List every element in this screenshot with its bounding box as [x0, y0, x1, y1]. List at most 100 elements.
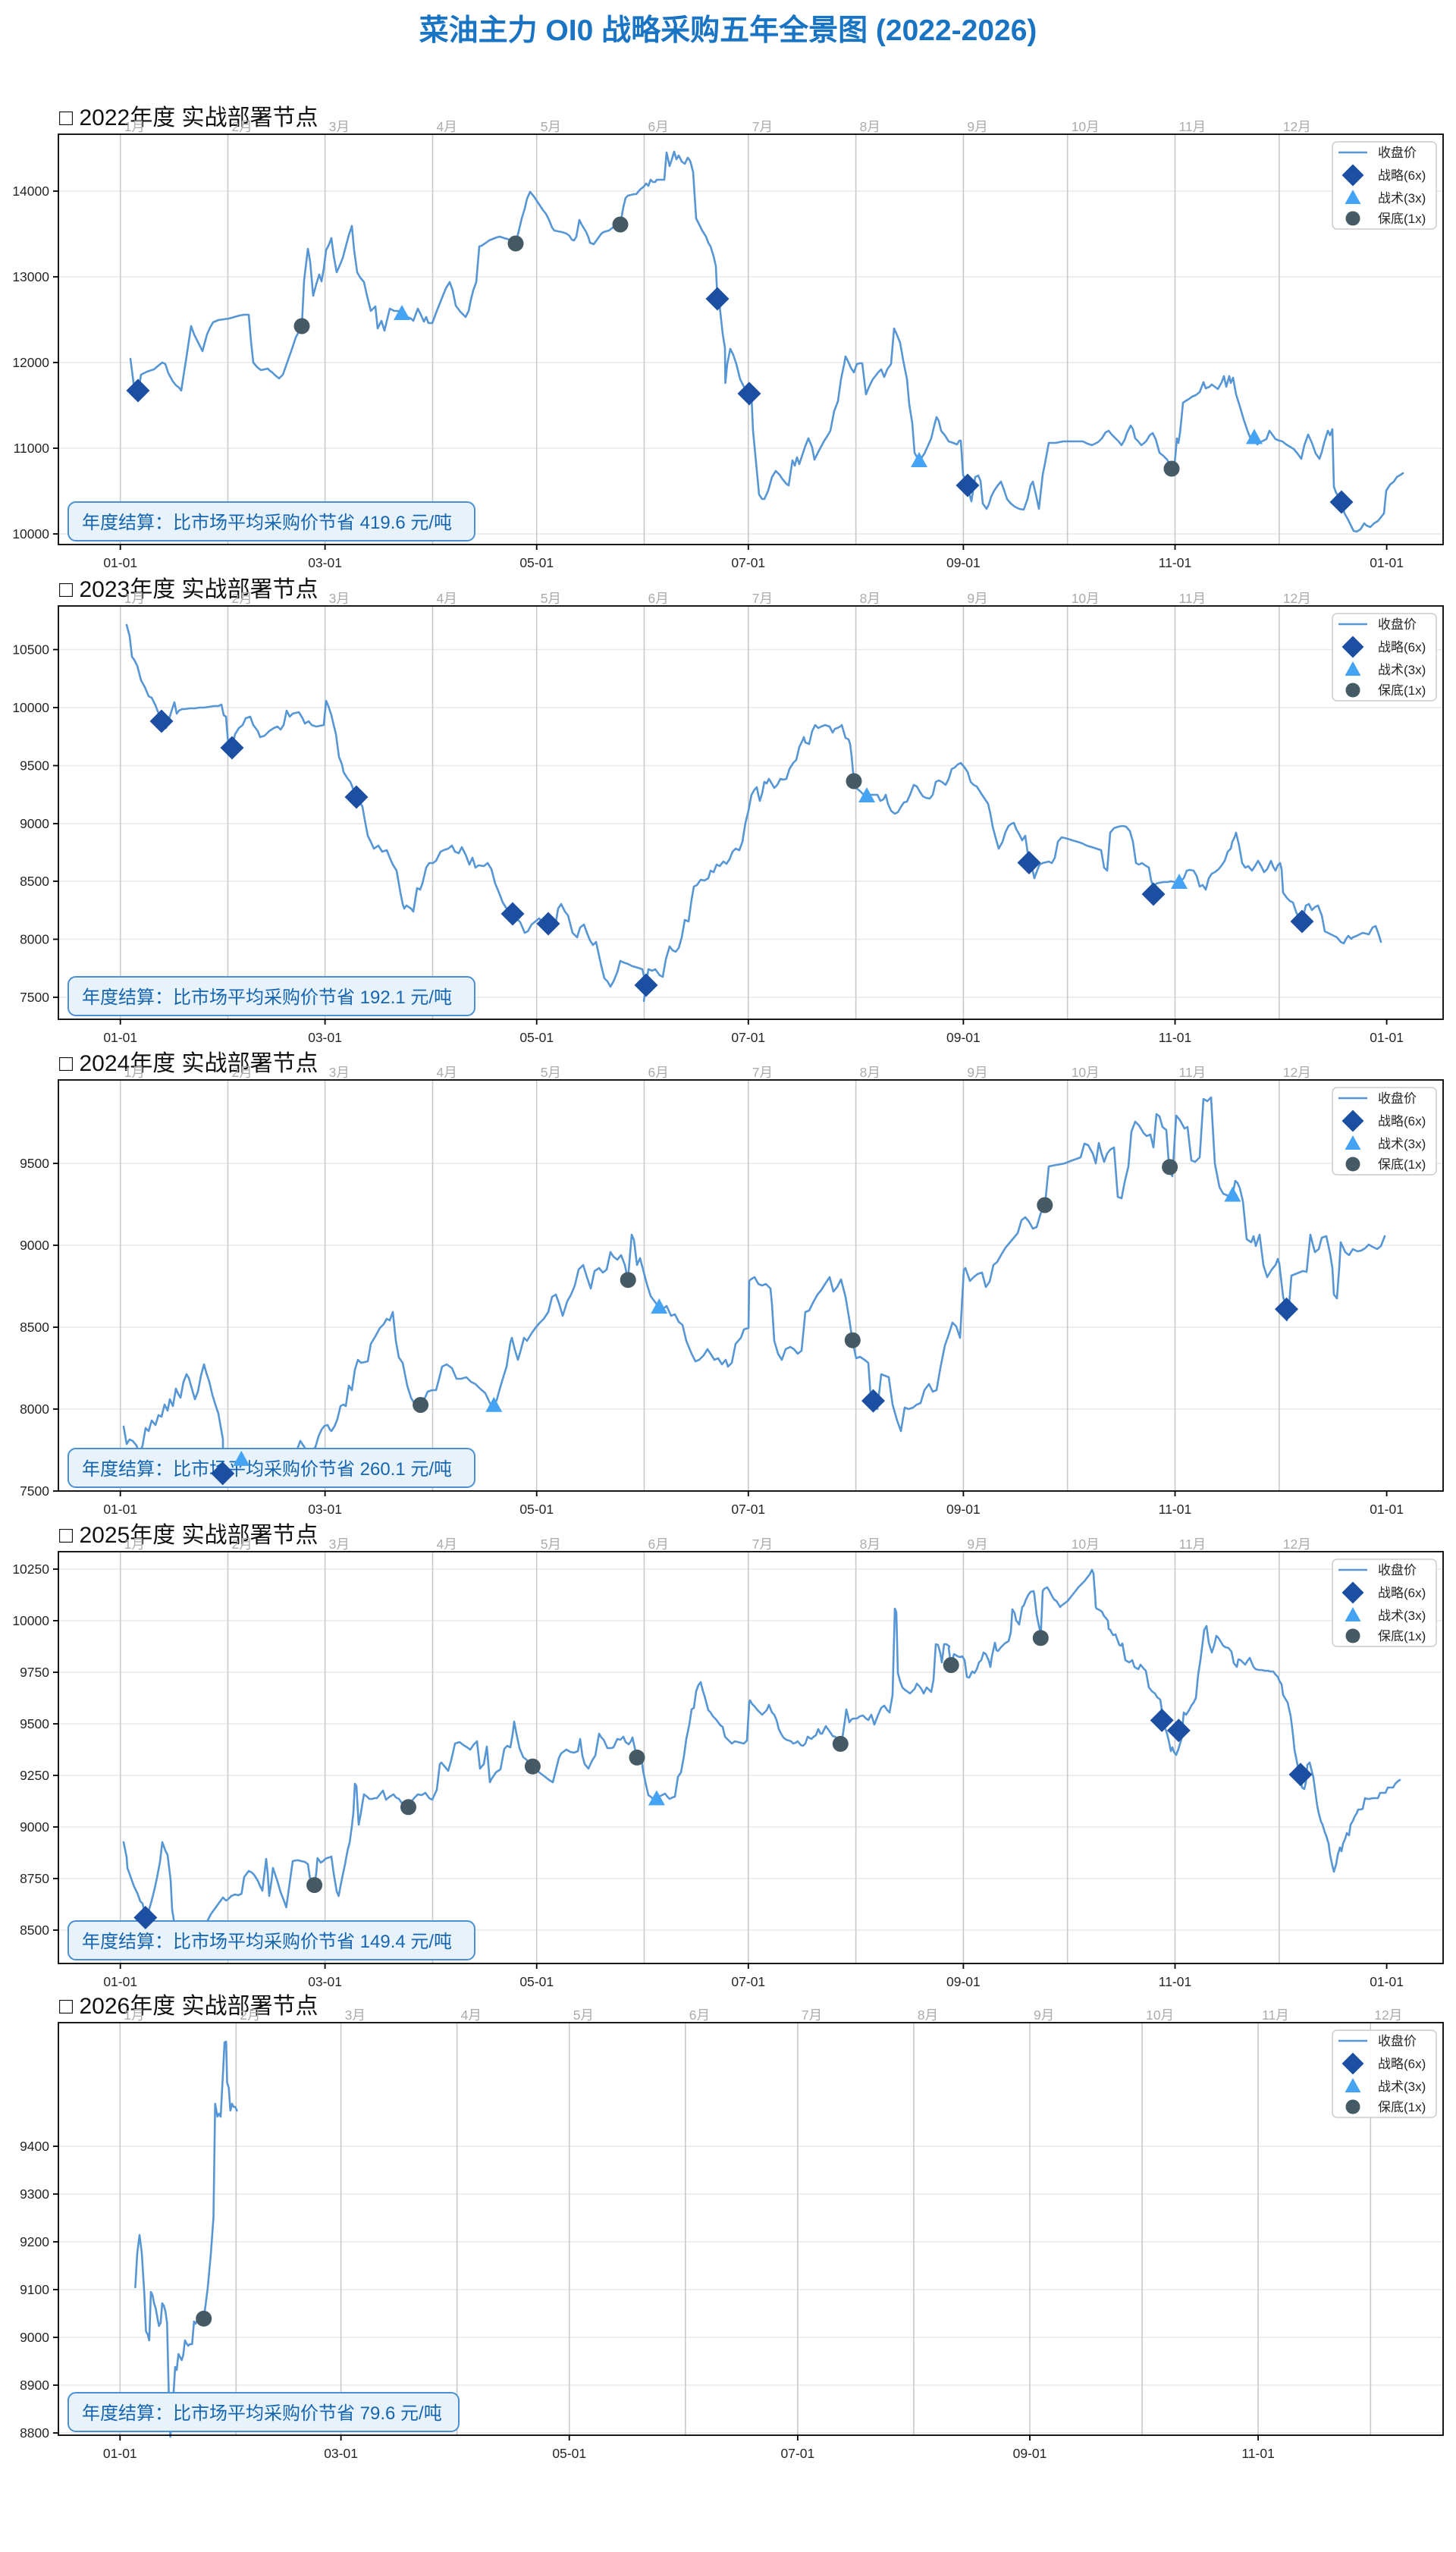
svg-text:9000: 9000 [20, 2330, 49, 2345]
svg-text:3月: 3月 [345, 2007, 366, 2023]
svg-text:7月: 7月 [752, 1537, 773, 1552]
svg-text:7月: 7月 [802, 2007, 822, 2023]
svg-text:8500: 8500 [20, 1923, 49, 1938]
svg-text:年度结算：比市场平均采购价节省 260.1 元/吨: 年度结算：比市场平均采购价节省 260.1 元/吨 [82, 1459, 452, 1480]
svg-text:9500: 9500 [20, 1156, 49, 1171]
svg-text:05-01: 05-01 [519, 1030, 554, 1045]
svg-text:1月: 1月 [124, 119, 145, 134]
svg-text:12000: 12000 [12, 355, 49, 370]
svg-text:10000: 10000 [12, 1613, 49, 1628]
svg-text:03-01: 03-01 [324, 2446, 358, 2461]
svg-text:12月: 12月 [1283, 591, 1311, 606]
svg-text:8月: 8月 [918, 2007, 938, 2023]
svg-text:11-01: 11-01 [1241, 2446, 1274, 2461]
svg-text:4月: 4月 [437, 1537, 457, 1552]
svg-text:5月: 5月 [541, 591, 561, 606]
svg-text:6月: 6月 [648, 1065, 669, 1080]
svg-text:3月: 3月 [329, 119, 350, 134]
svg-text:10月: 10月 [1146, 2007, 1174, 2023]
svg-text:01-01: 01-01 [103, 1502, 137, 1517]
svg-text:9月: 9月 [967, 591, 987, 606]
svg-text:年度结算：比市场平均采购价节省 419.6 元/吨: 年度结算：比市场平均采购价节省 419.6 元/吨 [82, 513, 452, 533]
svg-text:01-01: 01-01 [1370, 555, 1404, 570]
svg-text:1月: 1月 [124, 1065, 145, 1080]
svg-text:10月: 10月 [1072, 119, 1100, 134]
svg-text:05-01: 05-01 [519, 1502, 554, 1517]
svg-text:11-01: 11-01 [1159, 555, 1191, 570]
svg-text:战术(3x): 战术(3x) [1378, 2080, 1426, 2094]
svg-text:5月: 5月 [541, 119, 561, 134]
svg-text:5月: 5月 [573, 2007, 594, 2023]
svg-text:8000: 8000 [20, 1402, 49, 1417]
svg-text:保底(1x): 保底(1x) [1378, 1157, 1426, 1172]
svg-text:战略(6x): 战略(6x) [1378, 168, 1426, 183]
svg-text:4月: 4月 [437, 119, 457, 134]
svg-text:4月: 4月 [437, 591, 457, 606]
svg-text:8500: 8500 [20, 874, 49, 889]
svg-text:9000: 9000 [20, 1238, 49, 1253]
svg-text:8000: 8000 [20, 932, 49, 947]
svg-text:8750: 8750 [20, 1871, 49, 1886]
svg-text:10500: 10500 [12, 642, 49, 658]
svg-text:2月: 2月 [232, 1065, 253, 1080]
svg-text:12月: 12月 [1283, 119, 1311, 134]
svg-text:11月: 11月 [1179, 119, 1207, 134]
svg-text:2月: 2月 [240, 2007, 260, 2023]
svg-text:8月: 8月 [860, 1065, 880, 1080]
svg-text:10000: 10000 [12, 526, 49, 541]
svg-text:2月: 2月 [232, 591, 253, 606]
svg-text:□ 2026年度 实战部署节点: □ 2026年度 实战部署节点 [59, 1994, 318, 2019]
svg-text:6月: 6月 [648, 119, 669, 134]
svg-text:09-01: 09-01 [946, 555, 981, 570]
svg-text:10月: 10月 [1072, 1537, 1100, 1552]
svg-text:5月: 5月 [541, 1537, 561, 1552]
svg-text:10月: 10月 [1072, 1065, 1100, 1080]
svg-text:11-01: 11-01 [1159, 1974, 1191, 1989]
svg-text:收盘价: 收盘价 [1378, 617, 1417, 632]
svg-text:7月: 7月 [752, 1065, 773, 1080]
svg-text:12月: 12月 [1283, 1065, 1311, 1080]
svg-text:09-01: 09-01 [946, 1502, 981, 1517]
svg-text:01-01: 01-01 [1370, 1502, 1404, 1517]
svg-text:01-01: 01-01 [1370, 1030, 1404, 1045]
svg-text:战术(3x): 战术(3x) [1378, 663, 1426, 677]
svg-text:8月: 8月 [860, 119, 880, 134]
svg-text:8月: 8月 [860, 1537, 880, 1552]
svg-text:11-01: 11-01 [1159, 1030, 1191, 1045]
svg-text:1月: 1月 [124, 591, 145, 606]
svg-text:07-01: 07-01 [731, 1030, 765, 1045]
svg-text:09-01: 09-01 [946, 1030, 981, 1045]
svg-text:战略(6x): 战略(6x) [1378, 2057, 1426, 2071]
svg-text:12月: 12月 [1374, 2007, 1402, 2023]
svg-text:11000: 11000 [14, 441, 50, 456]
svg-text:7月: 7月 [752, 119, 773, 134]
svg-text:09-01: 09-01 [1013, 2446, 1047, 2461]
svg-text:01-01: 01-01 [103, 555, 137, 570]
svg-text:4月: 4月 [461, 2007, 482, 2023]
svg-text:1月: 1月 [124, 1537, 145, 1552]
svg-text:9月: 9月 [967, 119, 987, 134]
svg-text:保底(1x): 保底(1x) [1378, 2100, 1426, 2114]
svg-text:保底(1x): 保底(1x) [1378, 683, 1426, 698]
svg-text:9500: 9500 [20, 1716, 49, 1731]
svg-text:10月: 10月 [1072, 591, 1100, 606]
svg-text:03-01: 03-01 [308, 1502, 342, 1517]
svg-text:年度结算：比市场平均采购价节省 149.4 元/吨: 年度结算：比市场平均采购价节省 149.4 元/吨 [82, 1932, 452, 1952]
svg-text:11月: 11月 [1179, 1065, 1207, 1080]
svg-text:9100: 9100 [20, 2282, 49, 2297]
svg-text:□ 2024年度 实战部署节点: □ 2024年度 实战部署节点 [59, 1051, 318, 1076]
svg-text:8月: 8月 [860, 591, 880, 606]
svg-text:05-01: 05-01 [552, 2446, 586, 2461]
svg-text:07-01: 07-01 [731, 555, 765, 570]
svg-text:5月: 5月 [541, 1065, 561, 1080]
svg-text:战略(6x): 战略(6x) [1378, 640, 1426, 654]
svg-text:11月: 11月 [1262, 2007, 1289, 2023]
svg-text:6月: 6月 [689, 2007, 710, 2023]
svg-text:10000: 10000 [12, 700, 49, 715]
svg-text:01-01: 01-01 [103, 2446, 137, 2461]
svg-text:9400: 9400 [20, 2139, 49, 2154]
svg-text:9月: 9月 [1034, 2007, 1054, 2023]
svg-text:1月: 1月 [124, 2007, 144, 2023]
svg-text:8500: 8500 [20, 1320, 49, 1335]
svg-text:7月: 7月 [752, 591, 773, 606]
